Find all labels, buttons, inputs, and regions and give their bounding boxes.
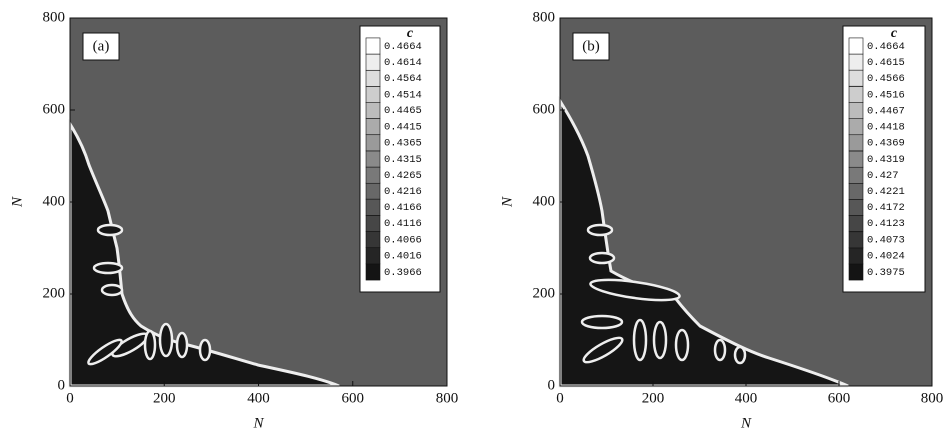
colorbar-swatch bbox=[849, 119, 863, 135]
colorbar-swatch bbox=[366, 183, 380, 199]
y-tick-label: 600 bbox=[533, 101, 556, 117]
colorbar-tick-label: 0.4016 bbox=[384, 251, 422, 263]
y-tick-label: 0 bbox=[58, 377, 66, 393]
y-tick-label: 800 bbox=[533, 9, 556, 25]
colorbar-tick-label: 0.4024 bbox=[867, 251, 905, 263]
colorbar-tick-label: 0.4123 bbox=[867, 218, 905, 230]
y-axis-label: N bbox=[9, 196, 25, 208]
colorbar-swatch bbox=[849, 70, 863, 86]
colorbar-tick-label: 0.4664 bbox=[867, 41, 905, 53]
colorbar-swatch bbox=[849, 167, 863, 183]
colorbar-tick-label: 0.4514 bbox=[384, 89, 422, 101]
colorbar-swatch bbox=[366, 167, 380, 183]
x-axis-label: N bbox=[252, 415, 264, 431]
colorbar-swatch bbox=[366, 215, 380, 231]
colorbar-tick-label: 0.4369 bbox=[867, 138, 905, 150]
colorbar-swatch bbox=[849, 86, 863, 102]
colorbar-swatch bbox=[366, 199, 380, 215]
x-tick-label: 600 bbox=[342, 390, 365, 406]
colorbar-tick-label: 0.3966 bbox=[384, 267, 422, 279]
colorbar-swatch bbox=[366, 232, 380, 248]
colorbar-tick-label: 0.4566 bbox=[867, 73, 905, 85]
x-tick-label: 200 bbox=[153, 390, 176, 406]
colorbar-swatch bbox=[366, 135, 380, 151]
colorbar-tick-label: 0.4465 bbox=[384, 105, 422, 117]
colorbar-swatch bbox=[366, 70, 380, 86]
colorbar-swatch bbox=[849, 264, 863, 280]
colorbar-tick-label: 0.4564 bbox=[384, 73, 422, 85]
colorbar-title: c bbox=[891, 26, 898, 41]
colorbar-swatch bbox=[366, 102, 380, 118]
colorbar-swatch bbox=[849, 151, 863, 167]
colorbar-swatch bbox=[366, 86, 380, 102]
x-axis-label: N bbox=[740, 415, 752, 431]
colorbar-tick-label: 0.4315 bbox=[384, 154, 422, 166]
colorbar-swatch bbox=[849, 248, 863, 264]
colorbar-swatch bbox=[849, 232, 863, 248]
colorbar-tick-label: 0.4615 bbox=[867, 57, 905, 69]
y-tick-label: 400 bbox=[43, 193, 66, 209]
colorbar-swatch bbox=[849, 135, 863, 151]
colorbar-tick-label: 0.4664 bbox=[384, 41, 422, 53]
colorbar-tick-label: 0.4614 bbox=[384, 57, 422, 69]
colorbar-swatch bbox=[849, 38, 863, 54]
y-tick-label: 600 bbox=[43, 101, 66, 117]
x-tick-label: 0 bbox=[66, 390, 74, 406]
colorbar-tick-label: 0.4221 bbox=[867, 186, 905, 198]
colorbar: c 0.3975 0.4024 0.4073 0.4123 0.4172 0.4221 0.4… bbox=[843, 26, 925, 292]
colorbar-tick-label: 0.4467 bbox=[867, 105, 905, 117]
colorbar-tick-label: 0.4216 bbox=[384, 186, 422, 198]
y-tick-label: 0 bbox=[548, 377, 556, 393]
y-tick-label: 400 bbox=[533, 193, 556, 209]
x-tick-label: 0 bbox=[556, 390, 564, 406]
colorbar-tick-label: 0.4166 bbox=[384, 202, 422, 214]
x-tick-label: 200 bbox=[642, 390, 665, 406]
colorbar-swatch bbox=[366, 54, 380, 70]
colorbar-tick-label: 0.4116 bbox=[384, 218, 422, 230]
colorbar-tick-label: 0.4516 bbox=[867, 89, 905, 101]
y-axis-label: N bbox=[499, 196, 515, 208]
colorbar-tick-label: 0.4365 bbox=[384, 138, 422, 150]
panel-label: (b) bbox=[582, 38, 600, 54]
colorbar-title: c bbox=[407, 26, 414, 41]
y-tick-label: 200 bbox=[43, 285, 66, 301]
x-tick-label: 400 bbox=[247, 390, 270, 406]
colorbar-tick-label: 0.4073 bbox=[867, 235, 905, 247]
colorbar-tick-label: 0.4415 bbox=[384, 121, 422, 133]
colorbar-swatch bbox=[366, 248, 380, 264]
colorbar-swatch bbox=[849, 54, 863, 70]
colorbar-tick-label: 0.4066 bbox=[384, 234, 422, 246]
x-tick-label: 400 bbox=[735, 390, 758, 406]
colorbar-tick-label: 0.4172 bbox=[867, 202, 905, 214]
colorbar-tick-label: 0.427 bbox=[867, 170, 899, 182]
colorbar-swatch bbox=[366, 264, 380, 280]
colorbar-tick-label: 0.4319 bbox=[867, 154, 905, 166]
colorbar-swatch bbox=[849, 199, 863, 215]
colorbar-tick-label: 0.4418 bbox=[867, 121, 905, 133]
y-tick-label: 200 bbox=[533, 285, 556, 301]
colorbar-swatch bbox=[849, 215, 863, 231]
colorbar-swatch bbox=[366, 151, 380, 167]
figure: 0 200 400 600 800 0 200 400 600 800 N N (a) c 0.3966 0.… bbox=[0, 0, 950, 435]
x-tick-label: 800 bbox=[921, 390, 944, 406]
colorbar-swatch bbox=[366, 38, 380, 54]
x-tick-label: 800 bbox=[436, 390, 459, 406]
colorbar-swatch bbox=[849, 183, 863, 199]
colorbar-tick-label: 0.4265 bbox=[384, 170, 422, 182]
colorbar-swatch bbox=[366, 119, 380, 135]
colorbar-tick-label: 0.3975 bbox=[867, 267, 905, 279]
colorbar: c 0.3966 0.4016 0.4066 0.4116 0.4166 0.4216 0.4… bbox=[360, 26, 440, 292]
panel-label: (a) bbox=[93, 38, 110, 54]
y-tick-label: 800 bbox=[43, 9, 66, 25]
x-tick-label: 600 bbox=[828, 390, 851, 406]
colorbar-swatch bbox=[849, 103, 863, 119]
